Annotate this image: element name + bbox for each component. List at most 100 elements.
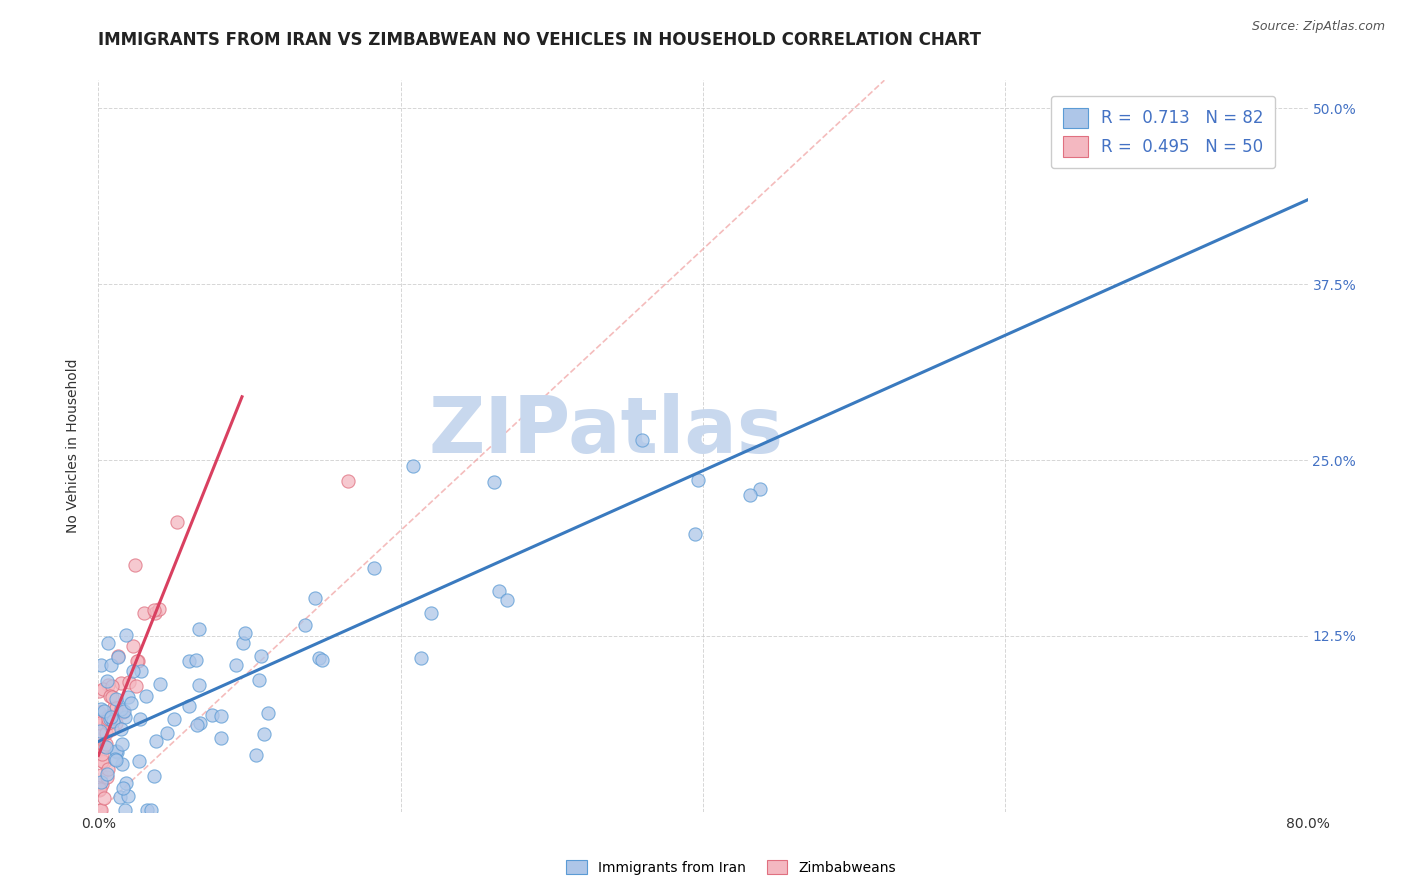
Point (104, 752, 127, 766)
Point (257, 706, 280, 720)
Point (122, 664, 145, 678)
Point (115, 776, 138, 790)
Point (111, 781, 134, 796)
Point (101, 722, 124, 736)
Text: ZIPatlas: ZIPatlas (429, 393, 783, 469)
Point (89, 684, 111, 698)
Point (738, 488, 761, 502)
Point (139, 803, 162, 817)
Point (132, 606, 155, 620)
Text: Source: ZipAtlas.com: Source: ZipAtlas.com (1251, 20, 1385, 33)
Point (124, 558, 146, 572)
Point (117, 674, 139, 689)
Point (186, 718, 208, 732)
Point (142, 769, 165, 783)
Point (100, 657, 122, 672)
Point (143, 607, 166, 621)
Point (110, 789, 132, 804)
Point (110, 676, 132, 690)
Point (129, 713, 152, 727)
Point (90, 768, 112, 782)
Point (232, 636, 254, 650)
Point (100, 710, 122, 724)
Point (90, 728, 112, 742)
Point (96, 739, 118, 754)
Point (90, 657, 112, 672)
Point (209, 731, 232, 746)
Point (110, 702, 132, 716)
Point (122, 639, 145, 653)
Point (683, 527, 706, 541)
Point (91, 747, 114, 761)
Point (1175, 144, 1198, 158)
Point (402, 458, 425, 473)
Point (90, 744, 112, 758)
Point (93, 739, 115, 753)
Point (166, 516, 188, 530)
Point (105, 692, 128, 706)
Point (156, 726, 179, 740)
Point (93, 704, 115, 718)
Point (103, 700, 125, 714)
Point (104, 753, 127, 767)
Point (233, 625, 256, 640)
Point (101, 690, 124, 704)
Point (247, 673, 270, 687)
Point (125, 654, 148, 668)
Point (91, 777, 114, 791)
Point (90, 754, 112, 768)
Point (488, 583, 510, 598)
Point (145, 733, 167, 747)
Point (114, 803, 136, 817)
Point (89, 716, 111, 731)
Point (89, 782, 111, 797)
Point (111, 705, 134, 719)
Point (96, 766, 118, 780)
Point (105, 701, 128, 715)
Point (135, 689, 157, 703)
Point (749, 482, 772, 496)
Point (98, 708, 121, 723)
Point (128, 755, 150, 769)
Point (89, 803, 111, 817)
Point (188, 715, 211, 730)
Point (136, 803, 159, 817)
Point (127, 655, 149, 669)
Point (294, 617, 316, 632)
Point (484, 475, 506, 490)
Point (91, 681, 114, 696)
Text: IMMIGRANTS FROM IRAN VS ZIMBABWEAN NO VEHICLES IN HOUSEHOLD CORRELATION CHART: IMMIGRANTS FROM IRAN VS ZIMBABWEAN NO VE… (98, 31, 981, 49)
Legend: R =  0.713   N = 82, R =  0.495   N = 50: R = 0.713 N = 82, R = 0.495 N = 50 (1050, 96, 1275, 169)
Point (97, 709, 120, 723)
Point (90, 702, 112, 716)
Point (115, 628, 138, 642)
Point (495, 593, 517, 607)
Point (89, 723, 111, 738)
Point (143, 603, 166, 617)
Point (177, 654, 200, 668)
Point (110, 723, 132, 737)
Point (104, 715, 127, 730)
Legend: Immigrants from Iran, Zimbabweans: Immigrants from Iran, Zimbabweans (561, 855, 901, 880)
Point (131, 664, 153, 678)
Point (304, 591, 326, 605)
Point (187, 678, 209, 692)
Point (96, 770, 118, 784)
Point (96, 673, 118, 688)
Point (363, 561, 385, 575)
Point (97, 762, 120, 776)
Point (97, 712, 120, 726)
Point (245, 748, 267, 763)
Point (179, 699, 201, 714)
Point (148, 602, 170, 616)
Point (89, 705, 111, 719)
Point (90, 803, 112, 817)
Point (420, 606, 443, 620)
Point (101, 714, 124, 729)
Point (90, 775, 112, 789)
Point (336, 474, 359, 488)
Point (91, 714, 114, 729)
Point (114, 710, 136, 724)
Point (252, 727, 274, 741)
Point (97, 715, 120, 730)
